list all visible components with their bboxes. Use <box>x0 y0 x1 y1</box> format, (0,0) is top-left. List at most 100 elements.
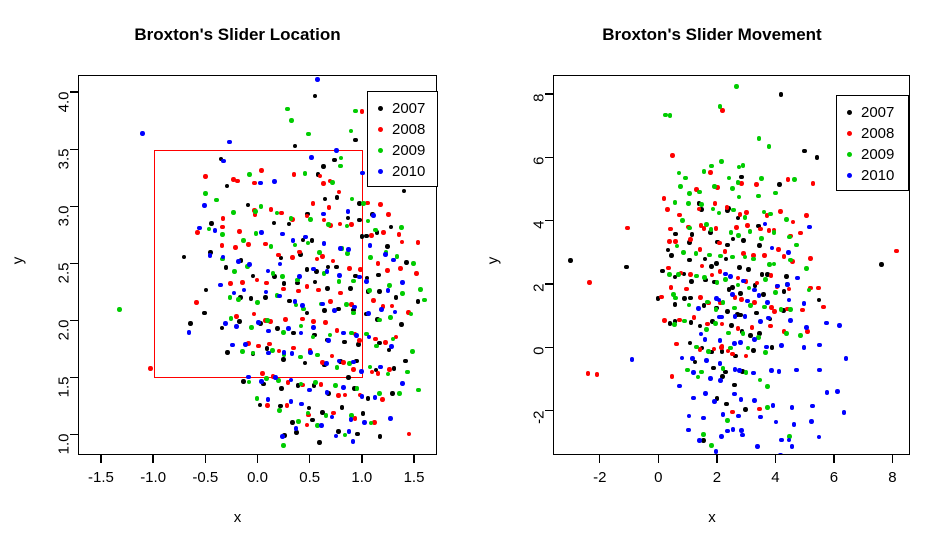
scatter-point <box>672 274 678 280</box>
scatter-point <box>752 398 757 404</box>
scatter-point <box>739 428 744 433</box>
scatter-point <box>322 196 328 202</box>
scatter-point <box>297 249 302 255</box>
y-axis-tick-label: 0 <box>530 346 548 356</box>
scatter-point <box>673 231 678 237</box>
legend-item-2010[interactable]: 2010 <box>375 161 428 182</box>
scatter-point <box>681 250 686 255</box>
legend-item-label: 2010 <box>392 163 426 180</box>
scatter-point <box>723 277 728 283</box>
scatter-point <box>315 423 320 428</box>
scatter-point <box>741 250 746 256</box>
scatter-point <box>755 335 761 340</box>
scatter-point <box>326 205 332 210</box>
scatter-point <box>741 278 746 284</box>
scatter-point <box>693 273 699 279</box>
scatter-point <box>728 230 734 236</box>
legend-item-2009[interactable]: 2009 <box>844 144 899 165</box>
scatter-point <box>717 240 722 246</box>
scatter-point <box>341 330 346 336</box>
scatter-point <box>348 416 354 422</box>
scatter-point <box>334 365 340 370</box>
scatter-point <box>766 228 772 233</box>
scatter-point <box>755 444 760 449</box>
scatter-point <box>255 319 261 325</box>
scatter-point <box>405 369 410 375</box>
scatter-point <box>720 108 725 113</box>
scatter-point <box>716 297 722 303</box>
scatter-point <box>340 359 346 365</box>
legend-item-2008[interactable]: 2008 <box>844 123 899 144</box>
scatter-point <box>719 314 724 320</box>
scatter-point <box>281 442 286 448</box>
x-axis-tick-label: 1.0 <box>351 469 373 486</box>
scatter-point <box>743 353 749 359</box>
scatter-point <box>214 197 219 203</box>
chart-panel-movement: Broxton's Slider Movement x y 2007 2008 20… <box>475 0 949 552</box>
scatter-point <box>373 336 378 342</box>
scatter-point <box>663 112 668 118</box>
scatter-point <box>317 250 322 255</box>
scatter-point <box>227 139 232 145</box>
scatter-point <box>277 293 282 299</box>
scatter-point <box>272 375 278 380</box>
scatter-point <box>357 338 362 343</box>
scatter-point <box>406 431 412 437</box>
scatter-point <box>768 273 774 278</box>
scatter-point <box>720 411 726 417</box>
scatter-point <box>737 212 743 217</box>
scatter-point <box>717 269 723 274</box>
scatter-point <box>181 254 187 260</box>
scatter-point <box>382 339 388 345</box>
scatter-point <box>710 365 716 371</box>
scatter-point <box>411 261 417 266</box>
scatter-point <box>406 309 412 315</box>
scatter-point <box>764 213 770 218</box>
legend-item-label: 2010 <box>861 167 895 184</box>
scatter-point <box>353 108 358 114</box>
scatter-point <box>738 312 743 318</box>
scatter-point <box>740 369 746 374</box>
scatter-point <box>835 388 840 394</box>
scatter-point <box>751 347 756 353</box>
scatter-point <box>731 305 737 311</box>
scatter-point <box>360 410 366 416</box>
scatter-point <box>352 386 357 391</box>
scatter-point <box>594 372 600 377</box>
scatter-point <box>295 277 300 283</box>
scatter-point <box>289 118 294 124</box>
scatter-point <box>725 308 730 314</box>
scatter-point <box>263 241 269 247</box>
legend-item-2010[interactable]: 2010 <box>844 165 899 186</box>
scatter-point <box>354 386 360 391</box>
scatter-point <box>400 291 405 296</box>
scatter-point <box>806 287 812 293</box>
y-axis-tick-label: 2 <box>530 283 548 292</box>
scatter-point <box>314 256 320 262</box>
scatter-point <box>345 251 350 256</box>
scatter-point <box>264 280 269 286</box>
legend-marker-icon <box>847 110 852 115</box>
scatter-point <box>740 331 746 337</box>
scatter-point <box>270 348 275 354</box>
scatter-point <box>894 248 899 254</box>
scatter-point <box>673 295 678 301</box>
legend-item-2009[interactable]: 2009 <box>375 140 428 161</box>
scatter-point <box>285 106 290 112</box>
scatter-point <box>289 351 295 357</box>
scatter-point <box>308 350 313 356</box>
x-axis-tick-label: -1.5 <box>88 469 114 486</box>
legend-item-2007[interactable]: 2007 <box>844 102 899 123</box>
scatter-point <box>292 143 298 149</box>
scatter-point <box>753 310 759 316</box>
scatter-point <box>768 323 773 329</box>
scatter-point <box>738 340 743 345</box>
scatter-point <box>396 232 402 237</box>
scatter-point <box>338 155 344 161</box>
legend-item-2007[interactable]: 2007 <box>375 98 428 119</box>
x-axis-tick <box>204 455 206 463</box>
legend-item-2008[interactable]: 2008 <box>375 119 428 140</box>
legend-marker-icon <box>847 173 852 178</box>
scatter-point <box>258 168 264 173</box>
scatter-point <box>379 397 385 402</box>
